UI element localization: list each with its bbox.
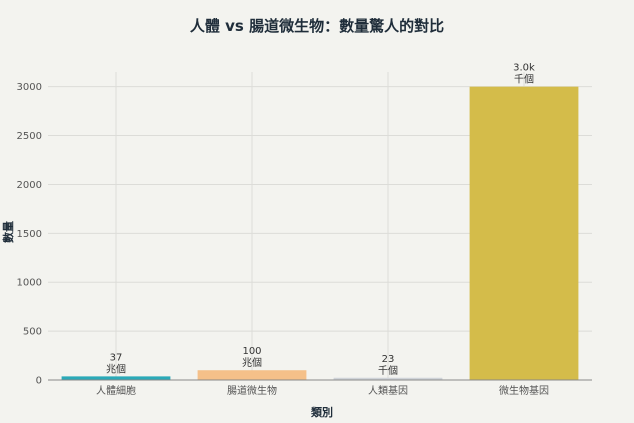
- data-label-value: 23: [382, 354, 395, 365]
- bar: [61, 376, 171, 380]
- data-label-unit: 兆個: [242, 356, 262, 369]
- data-label-value: 3.0k: [513, 63, 535, 74]
- data-label-unit: 兆個: [106, 362, 126, 375]
- y-axis-ticks: 0 500 1000 1500 2000 2500 3000: [17, 82, 42, 386]
- y-tick-label: 0: [36, 376, 42, 387]
- y-tick-label: 500: [23, 327, 42, 338]
- y-axis-label: 數量: [1, 221, 15, 243]
- chart-title: 人體 vs 腸道微生物：數量驚人的對比: [190, 17, 444, 35]
- data-label-value: 37: [110, 352, 123, 363]
- y-tick-label: 2500: [17, 131, 42, 142]
- y-tick-label: 1000: [17, 278, 42, 289]
- x-tick-label: 腸道微生物: [227, 384, 277, 397]
- bar: [197, 370, 307, 380]
- y-tick-label: 3000: [17, 82, 42, 93]
- data-label-unit: 千個: [514, 73, 534, 86]
- x-axis-label: 類別: [310, 405, 333, 419]
- bar: [469, 86, 579, 381]
- x-tick-label: 微生物基因: [499, 384, 549, 397]
- bars: [61, 86, 579, 381]
- bar: [333, 377, 443, 380]
- x-axis-ticks: 人體細胞 腸道微生物 人類基因 微生物基因: [96, 384, 549, 397]
- y-tick-label: 1500: [17, 229, 42, 240]
- data-label-value: 100: [242, 346, 261, 357]
- x-tick-label: 人體細胞: [96, 384, 136, 397]
- data-label-unit: 千個: [378, 364, 398, 377]
- y-tick-label: 2000: [17, 180, 42, 191]
- x-tick-label: 人類基因: [368, 384, 408, 397]
